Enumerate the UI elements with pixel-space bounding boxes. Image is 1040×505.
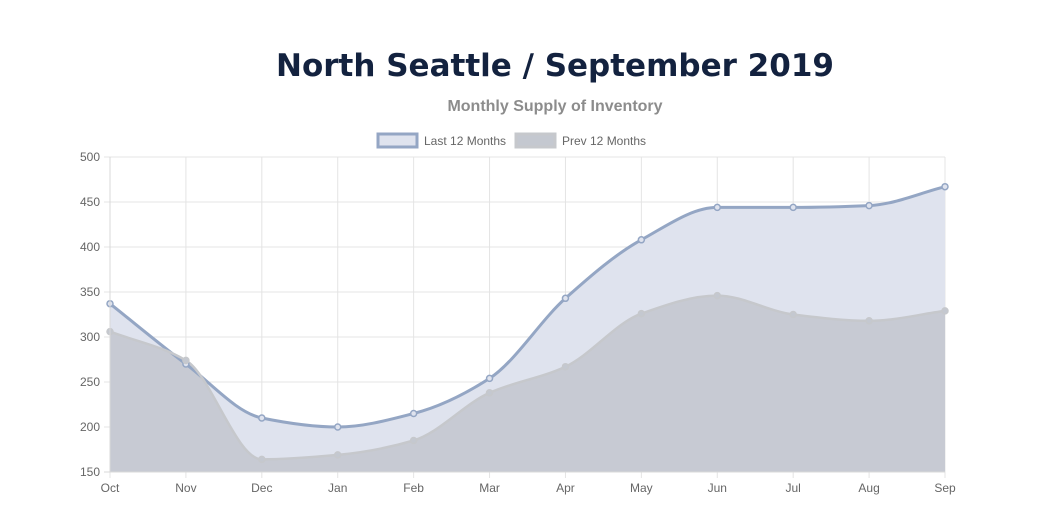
data-point <box>409 436 418 445</box>
series-area-2 <box>110 295 945 472</box>
data-point <box>865 201 873 210</box>
data-point <box>637 236 646 244</box>
x-tick-label: Sep <box>934 481 956 495</box>
data-point <box>182 356 190 365</box>
x-tick-label: Feb <box>403 481 424 495</box>
data-point <box>941 307 949 315</box>
y-tick-label: 250 <box>80 375 100 389</box>
x-tick-label: Jan <box>328 481 347 495</box>
data-point <box>713 203 722 212</box>
data-point <box>561 362 570 371</box>
chart-points <box>106 182 949 464</box>
axis-labels: 150 200 250 300 350 400 450 500 Oct Nov Dec Jan Feb M… <box>80 150 956 495</box>
y-tick-label: 500 <box>80 150 100 164</box>
y-tick-label: 200 <box>80 420 100 434</box>
data-point <box>485 374 494 383</box>
x-tick-label: Dec <box>251 481 272 495</box>
data-point <box>637 309 646 318</box>
legend-label[interactable]: Last 12 Months <box>424 134 506 148</box>
data-point <box>333 423 342 431</box>
chart-subtitle: Monthly Supply of Inventory <box>447 98 663 115</box>
x-tick-label: Aug <box>858 481 879 495</box>
legend-swatch[interactable] <box>514 132 557 149</box>
x-tick-label: Jun <box>708 481 727 495</box>
legend: Last 12 Months Prev 12 Months <box>376 132 646 149</box>
data-point <box>789 203 797 212</box>
legend-label[interactable]: Prev 12 Months <box>562 134 646 148</box>
data-point <box>941 182 949 191</box>
data-point <box>865 317 873 325</box>
x-tick-label: Apr <box>556 481 575 495</box>
data-point <box>258 414 266 422</box>
data-point <box>789 310 797 319</box>
y-tick-label: 150 <box>80 465 100 479</box>
chart-title: North Seattle / September 2019 <box>276 48 834 84</box>
x-tick-label: Nov <box>175 481 196 495</box>
x-tick-label: Jul <box>786 481 801 495</box>
y-tick-label: 400 <box>80 240 100 254</box>
data-point <box>561 294 570 303</box>
legend-swatch[interactable] <box>376 132 419 149</box>
data-point <box>333 451 342 459</box>
chart-areas <box>110 186 945 472</box>
data-point <box>713 291 722 300</box>
y-tick-label: 350 <box>80 285 100 299</box>
data-point <box>485 389 494 397</box>
x-tick-label: Mar <box>479 481 500 495</box>
data-point <box>409 409 418 418</box>
y-tick-label: 300 <box>80 330 100 344</box>
y-tick-label: 450 <box>80 195 100 209</box>
x-tick-label: May <box>630 481 653 495</box>
data-point <box>258 455 266 464</box>
x-tick-label: Oct <box>101 481 120 495</box>
